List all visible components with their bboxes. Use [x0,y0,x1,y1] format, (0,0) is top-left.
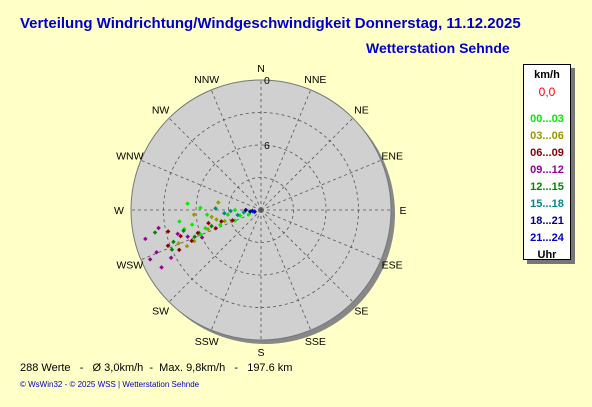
rose-spoke [168,209,262,303]
rose-spoke [260,117,354,211]
rose-spoke [260,159,382,211]
legend-range-6: 18...21 [530,215,564,227]
rose-spoke [260,209,354,303]
legend-range-1: 03...06 [530,130,564,142]
data-point [168,255,174,261]
direction-label-ne: NE [354,105,369,117]
legend-range-4: 12...15 [530,181,564,193]
rose-ring [195,144,327,276]
station-name: Wetterstation Sehnde [366,40,510,56]
direction-label-wsw: WSW [116,259,143,271]
direction-label-nnw: NNW [194,74,219,86]
rose-spoke [260,89,312,211]
rose-spoke [140,159,262,211]
direction-label-w: W [114,205,124,217]
legend-time-label: Uhr [537,249,557,261]
rose-spoke [168,117,262,211]
legend-range-0: 00...03 [530,113,564,125]
rose-spoke [260,209,382,261]
direction-label-wnw: WNW [116,151,143,163]
direction-label-ese: ESE [382,259,403,271]
direction-label-sse: SSE [305,336,326,348]
rose-spoke [140,209,262,261]
direction-label-s: S [257,347,264,359]
direction-label-ssw: SSW [195,336,219,348]
legend-unit: km/h [534,69,560,81]
direction-label-n: N [257,63,265,75]
rose-spoke [210,89,262,211]
statistics-line: 288 Werte - Ø 3,0km/h - Max. 9,8km/h - 1… [20,362,293,374]
direction-label-nne: NNE [304,74,326,86]
direction-label-ene: ENE [381,151,403,163]
rose-spoke [210,209,262,331]
rose-spoke [260,209,312,331]
radial-tick-label: 0 [264,75,270,87]
legend-average: 0,0 [538,85,556,99]
legend-range-2: 06...09 [530,147,564,159]
copyright-footer: © WsWin32 - © 2025 WSS | Wetterstation S… [20,380,200,389]
radial-tick-label: 6 [264,140,270,152]
legend-range-5: 15...18 [530,198,564,210]
direction-label-sw: SW [152,305,169,317]
direction-label-nw: NW [152,105,170,117]
direction-label-se: SE [354,305,368,317]
legend-range-3: 09...12 [530,164,564,176]
direction-label-e: E [399,205,406,217]
speed-legend: km/h 0,0 00...03 03...06 06...09 09...12… [523,64,571,261]
legend-range-7: 21...24 [530,232,564,244]
data-point [159,265,164,270]
chart-title: Verteilung Windrichtung/Windgeschwindigk… [20,15,521,32]
